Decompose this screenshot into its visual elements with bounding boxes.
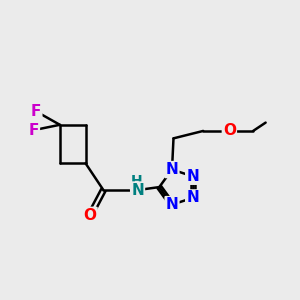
Text: F: F (31, 104, 41, 119)
Text: H: H (130, 174, 142, 188)
Text: O: O (223, 123, 236, 138)
Text: N: N (166, 197, 178, 212)
Text: N: N (186, 169, 199, 184)
Text: F: F (28, 123, 39, 138)
Text: O: O (83, 208, 97, 223)
Text: N: N (131, 183, 144, 198)
Text: N: N (166, 162, 178, 177)
Text: N: N (186, 190, 199, 206)
